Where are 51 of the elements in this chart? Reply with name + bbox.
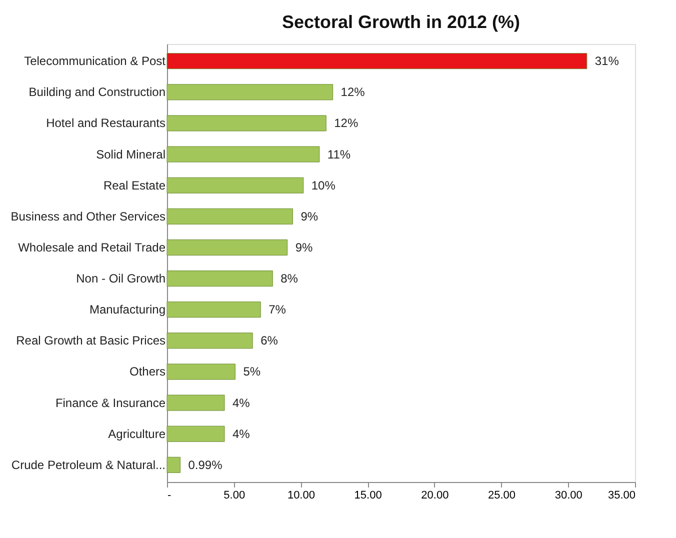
- y-tick-label: Building and Construction: [28, 85, 166, 100]
- data-label: 12%: [340, 85, 366, 100]
- data-label: 9%: [300, 209, 318, 224]
- bar: [166, 84, 334, 100]
- y-tick-label: Real Growth at Basic Prices: [16, 334, 166, 348]
- data-label: 31%: [594, 54, 620, 68]
- bar: [166, 302, 261, 318]
- x-tick-label: 25.00: [488, 490, 516, 502]
- data-label: 6%: [260, 334, 278, 348]
- x-tick-label: 20.00: [421, 490, 449, 502]
- y-tick-label: Agriculture: [108, 426, 166, 441]
- data-label: 5%: [243, 364, 261, 379]
- data-label: 4%: [232, 426, 250, 441]
- y-tick-label: Crude Petroleum & Natural...: [11, 458, 166, 472]
- x-tick-label: 15.00: [354, 490, 382, 502]
- y-tick-label: Others: [129, 364, 166, 379]
- y-tick-label: Solid Mineral: [96, 147, 166, 162]
- y-tick-label: Finance & Insurance: [55, 396, 166, 410]
- y-tick-label: Wholesale and Retail Trade: [18, 240, 166, 254]
- bar: [166, 456, 180, 473]
- y-tick-label: Real Estate: [103, 178, 166, 192]
- bar: [166, 115, 326, 132]
- data-label: 12%: [334, 116, 358, 130]
- data-label: 10%: [311, 178, 336, 192]
- bar: [166, 394, 225, 411]
- x-tick-label: 5.00: [224, 490, 246, 502]
- x-tick-label: -: [168, 490, 172, 502]
- x-tick-label: 35.00: [608, 490, 636, 502]
- bar: [166, 177, 304, 194]
- bar: [166, 53, 588, 70]
- bar: [166, 426, 225, 442]
- data-label: 7%: [268, 302, 286, 317]
- y-tick-label: Hotel and Restaurants: [46, 116, 166, 130]
- y-tick-label: Manufacturing: [89, 302, 166, 317]
- x-tick-label: 30.00: [554, 490, 582, 502]
- bar: [166, 270, 273, 287]
- x-tick-label: 10.00: [287, 490, 315, 502]
- data-label: 9%: [295, 240, 314, 254]
- chart-title: Sectoral Growth in 2012 (%): [282, 12, 520, 32]
- bar: [166, 364, 236, 380]
- y-tick-label: Business and Other Services: [10, 209, 166, 224]
- data-label: 8%: [280, 272, 298, 286]
- data-label: 0.99%: [188, 458, 223, 472]
- bar: [166, 332, 253, 349]
- bar: [166, 239, 288, 256]
- bar: [166, 208, 293, 224]
- data-label: 11%: [327, 147, 351, 162]
- y-tick-label: Telecommunication & Post: [24, 54, 166, 68]
- data-label: 4%: [232, 396, 250, 410]
- y-tick-label: Non - Oil Growth: [76, 272, 166, 286]
- bar: [166, 146, 320, 162]
